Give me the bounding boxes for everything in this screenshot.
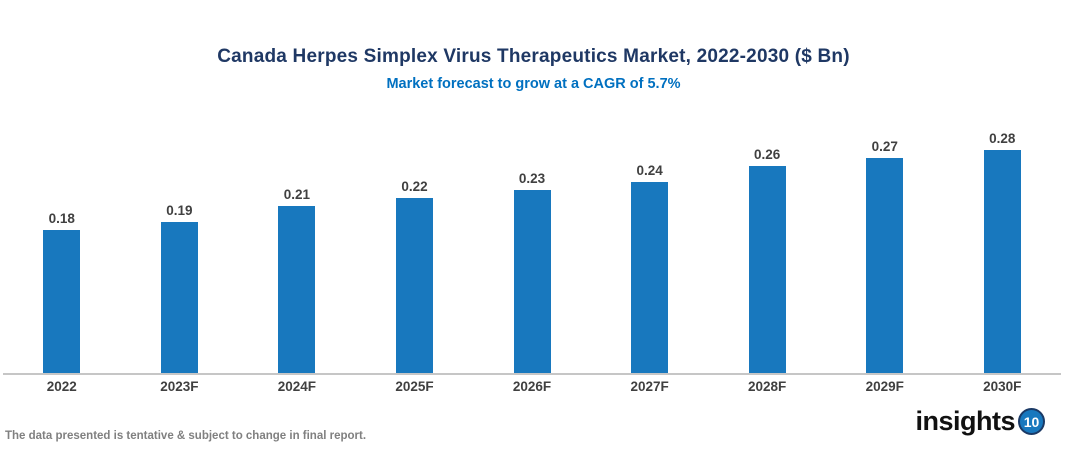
bar-column-2027F: 0.24 [591, 118, 709, 374]
bar-column-2025F: 0.22 [356, 118, 474, 374]
bar-value-label: 0.19 [166, 203, 193, 218]
bars: 0.18 0.19 0.21 0.22 0.23 0.24 0.26 0.27 0.28 [3, 118, 1061, 374]
bar-column-2030F: 0.28 [944, 118, 1062, 374]
bar [631, 182, 669, 374]
x-axis-label: 2022 [46, 379, 77, 394]
logo-text: insights [915, 406, 1015, 436]
x-axis-labels: 2022 2023F 2024F 2025F 2026F 2027F 2028F 2029F 2… [3, 379, 1061, 394]
bar [160, 222, 198, 374]
x-axis-label: 2026F [512, 379, 552, 394]
x-axis-line [3, 373, 1061, 375]
bar-column-2023F: 0.19 [121, 118, 239, 374]
chart-subtitle: Market forecast to grow at a CAGR of 5.7… [386, 76, 681, 92]
bar-value-label: 0.27 [871, 139, 898, 154]
bar-value-label: 0.24 [636, 163, 663, 178]
bar [513, 190, 551, 374]
chart-title: Canada Herpes Simplex Virus Therapeutics… [217, 46, 850, 67]
x-axis-label: 2025F [395, 379, 434, 394]
bar-value-label: 0.21 [283, 187, 311, 202]
bar-column-2026F: 0.23 [473, 118, 591, 374]
x-axis-label: 2024F [277, 379, 317, 394]
x-axis-label: 2029F [865, 379, 904, 394]
x-axis-label: 2028F [748, 379, 787, 394]
bar [278, 206, 316, 374]
bar-value-label: 0.23 [518, 171, 546, 186]
insights10-logo: insights 10 [915, 406, 1045, 437]
bar [43, 230, 81, 374]
x-axis-label: 2030F [983, 379, 1022, 394]
bar-value-label: 0.18 [48, 211, 75, 226]
bar [866, 158, 904, 374]
footer-disclaimer: The data presented is tentative & subjec… [5, 430, 367, 442]
bar-value-label: 0.22 [401, 179, 428, 194]
logo-badge-icon: 10 [1018, 408, 1045, 435]
bar-column-2029F: 0.27 [826, 118, 944, 374]
x-axis-label: 2023F [160, 379, 199, 394]
bar-value-label: 0.28 [989, 131, 1016, 146]
bar-column-2028F: 0.26 [708, 118, 826, 374]
bar [983, 150, 1021, 374]
bar [395, 198, 433, 374]
bar [748, 166, 786, 374]
plot-area: 0.18 0.19 0.21 0.22 0.23 0.24 0.26 0.27 0.28 [3, 118, 1061, 374]
bar-value-label: 0.26 [754, 147, 781, 162]
bar-column-2024F: 0.21 [238, 118, 356, 374]
bar-column-2022: 0.18 [3, 118, 121, 374]
x-axis-label: 2027F [630, 379, 669, 394]
